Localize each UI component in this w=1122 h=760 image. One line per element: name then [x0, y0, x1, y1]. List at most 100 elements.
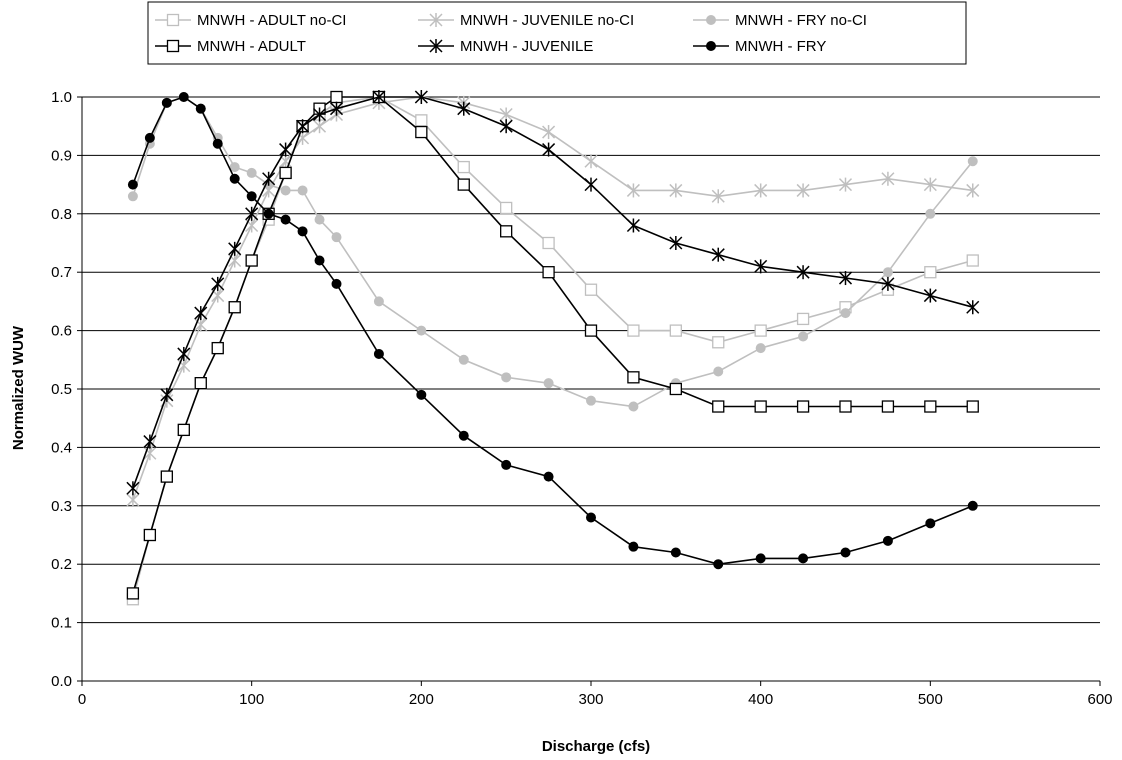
- data-point: [627, 371, 640, 384]
- data-point: [924, 266, 937, 279]
- y-tick-label: 0.3: [51, 498, 72, 515]
- data-point: [314, 255, 325, 266]
- y-tick-label: 0.6: [51, 323, 72, 340]
- data-point: [212, 138, 223, 149]
- series-layer: [126, 90, 980, 606]
- data-point: [297, 226, 308, 237]
- legend: [147, 1, 967, 65]
- data-point: [457, 160, 470, 174]
- data-point: [754, 183, 768, 198]
- data-point: [840, 308, 851, 319]
- data-point: [543, 471, 554, 482]
- series-line: [132, 96, 973, 501]
- data-point: [712, 336, 725, 349]
- data-point: [144, 132, 155, 143]
- data-point: [755, 343, 766, 354]
- data-point: [415, 114, 428, 127]
- data-point: [584, 283, 598, 296]
- data-point: [796, 183, 810, 198]
- legend-frame: [147, 1, 967, 65]
- data-point: [669, 324, 682, 337]
- data-point: [798, 553, 809, 564]
- data-point: [882, 535, 893, 546]
- data-point: [840, 547, 851, 558]
- data-point: [280, 185, 291, 196]
- data-point: [246, 167, 257, 178]
- legend-swatch-marker: [429, 13, 443, 27]
- data-point: [314, 214, 325, 225]
- data-point: [711, 189, 725, 204]
- data-point: [228, 301, 241, 314]
- legend-label: MNWH - JUVENILE no-CI: [460, 12, 634, 29]
- data-point: [262, 171, 276, 186]
- data-point: [194, 306, 208, 321]
- data-point: [838, 177, 853, 192]
- data-point: [458, 430, 469, 441]
- data-point: [925, 518, 936, 529]
- legend-entry: MNWH - JUVENILE: [418, 38, 593, 55]
- data-point: [754, 400, 767, 413]
- data-point: [754, 259, 768, 274]
- data-point: [416, 325, 427, 336]
- x-tick-label: 500: [918, 691, 943, 708]
- data-point: [626, 183, 640, 198]
- data-point: [195, 103, 206, 114]
- legend-swatch-marker: [166, 13, 180, 27]
- x-tick-label: 600: [1087, 691, 1112, 708]
- data-point: [297, 185, 308, 196]
- data-point: [279, 166, 292, 180]
- data-point: [211, 341, 224, 355]
- data-point: [126, 587, 140, 600]
- data-point: [838, 271, 853, 286]
- y-tick-label: 0.5: [51, 381, 72, 398]
- data-point: [177, 423, 190, 437]
- data-point: [839, 400, 852, 413]
- data-point: [542, 125, 556, 140]
- data-point: [543, 378, 554, 389]
- data-point: [499, 119, 513, 134]
- data-point: [143, 434, 157, 449]
- data-point: [331, 278, 342, 289]
- data-point: [923, 177, 937, 192]
- data-point: [584, 154, 598, 169]
- x-tick-label: 400: [748, 691, 773, 708]
- data-point: [882, 267, 893, 278]
- y-tick-label: 1.0: [51, 89, 72, 106]
- data-point: [500, 225, 513, 238]
- data-point: [499, 107, 513, 122]
- legend-entry: MNWH - FRY: [693, 38, 826, 55]
- data-point: [211, 276, 225, 291]
- data-point: [796, 400, 810, 413]
- data-point: [160, 470, 173, 483]
- data-point: [627, 324, 640, 337]
- data-point: [584, 177, 598, 192]
- data-point: [373, 296, 384, 307]
- data-point: [924, 400, 937, 413]
- legend-label: MNWH - ADULT no-CI: [197, 12, 346, 29]
- data-point: [796, 312, 810, 326]
- legend-swatch-marker: [166, 39, 180, 53]
- legend-label: MNWH - ADULT: [197, 38, 306, 55]
- data-point: [669, 183, 683, 198]
- data-point: [712, 400, 725, 413]
- data-point: [457, 178, 470, 191]
- data-point: [798, 331, 809, 342]
- data-point: [296, 130, 310, 145]
- data-point: [586, 512, 596, 523]
- data-point: [143, 528, 157, 542]
- legend-swatch-marker: [706, 41, 716, 51]
- data-point: [925, 208, 936, 219]
- data-point: [881, 400, 895, 413]
- data-point: [628, 541, 639, 552]
- data-point: [713, 559, 724, 570]
- axes: 0.0 0.1 0.2 0.3 0.4 0.5 0.6 0.7 0.8 0.9 1.0 0 100 200…: [51, 89, 1112, 708]
- data-point: [228, 241, 242, 256]
- y-tick-label: 0.0: [51, 673, 72, 690]
- data-point: [331, 232, 342, 243]
- y-tick-label: 0.2: [51, 556, 72, 573]
- data-point: [414, 90, 428, 104]
- x-tick-label: 200: [409, 691, 434, 708]
- data-point: [458, 354, 469, 365]
- data-point: [711, 247, 725, 262]
